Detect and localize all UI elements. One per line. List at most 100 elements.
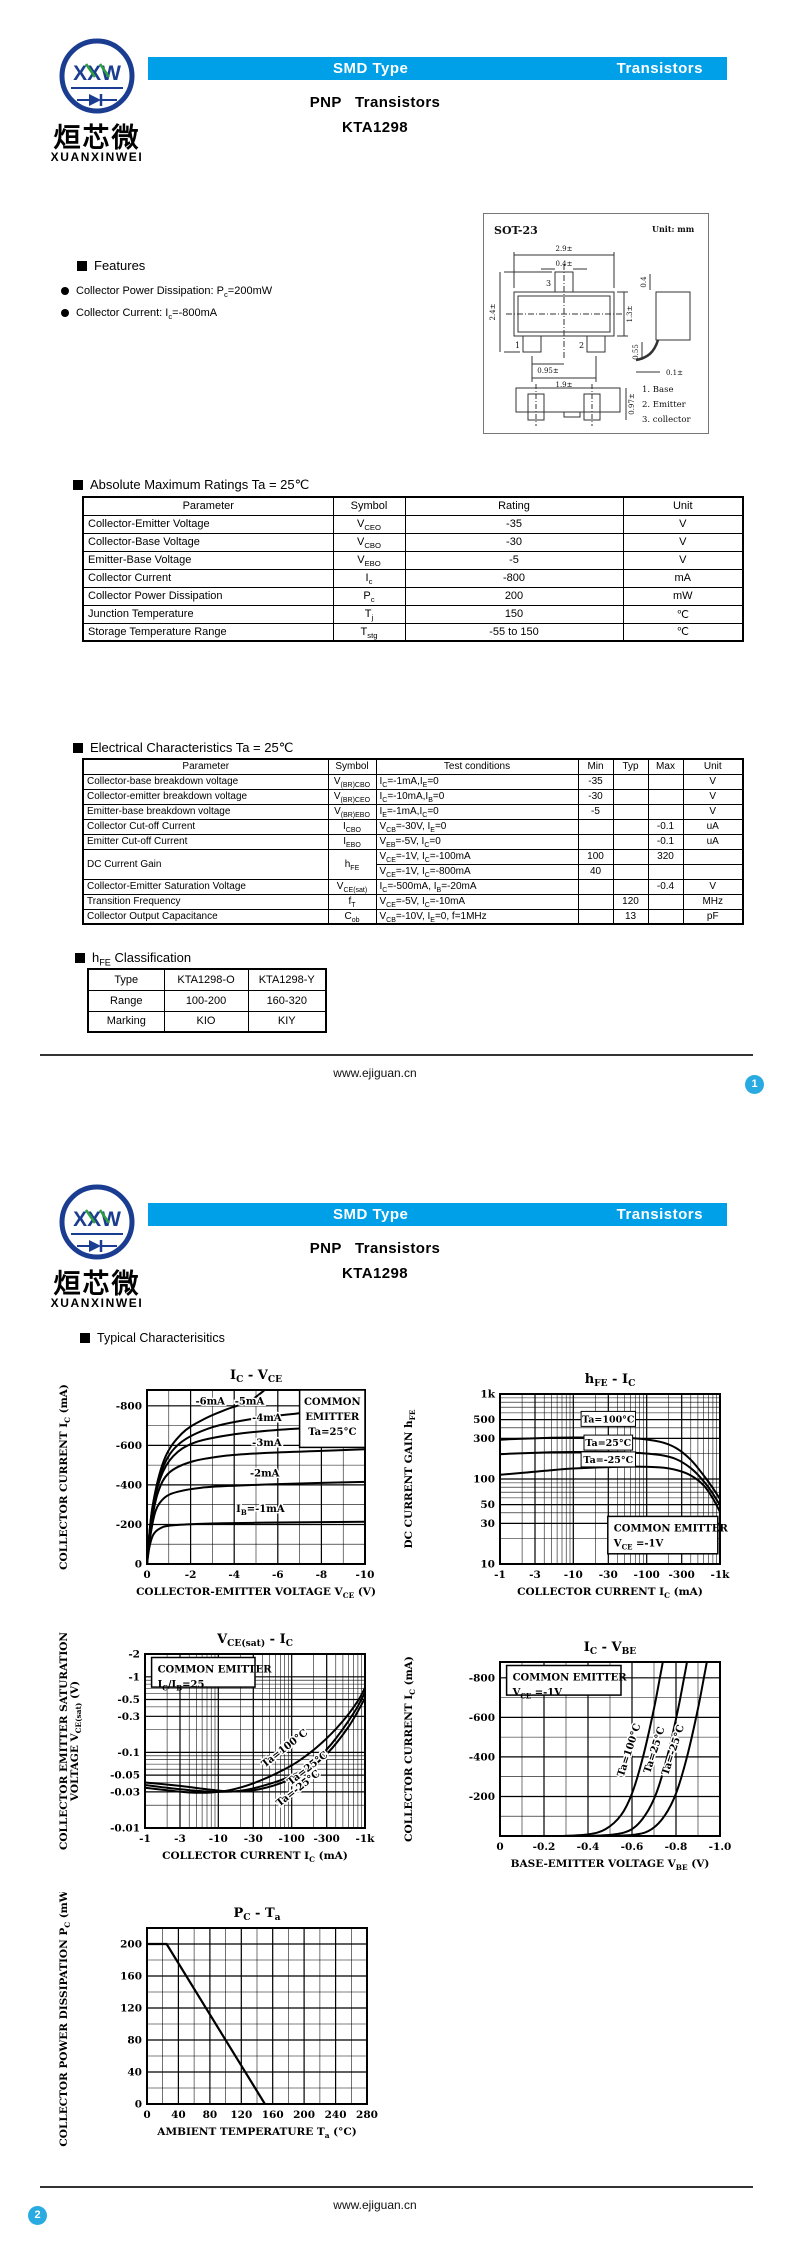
- table-cell: [612, 818, 649, 835]
- y-tick-label: -800: [469, 1672, 495, 1684]
- table-cell: -0.1: [647, 818, 684, 835]
- x-tick-label: 40: [171, 2109, 186, 2121]
- doc-part-number: KTA1298: [342, 1265, 408, 1282]
- footer-rule: [40, 1054, 753, 1056]
- section-marker-icon: [80, 1333, 90, 1343]
- table-cell: VEBO: [332, 550, 406, 570]
- column-header: Max: [647, 758, 684, 775]
- pin-legend: 3. collector: [642, 415, 691, 425]
- table-cell: V(BR)CEO: [327, 788, 377, 805]
- brand-logo-text: XXW: [73, 62, 121, 85]
- pin-legend: 1. Base: [642, 385, 674, 395]
- table-cell: V(BR)CBO: [327, 773, 377, 790]
- dim-label: 2.9±: [556, 245, 573, 253]
- series-label: Ta=-25°C: [583, 1455, 633, 1466]
- table-row: Range 100-200 160-320: [87, 989, 327, 1012]
- table-cell: Collector-Emitter Voltage: [82, 514, 334, 534]
- x-tick-label: -30: [244, 1833, 263, 1845]
- footer-rule: [40, 2186, 753, 2188]
- x-tick-label: -3: [529, 1569, 541, 1581]
- table-cell: Emitter Cut-off Current: [82, 833, 329, 850]
- table-cell: -55 to 150: [404, 622, 624, 642]
- table-cell: V: [682, 788, 744, 805]
- chart-note-text: COMMON: [304, 1397, 361, 1408]
- series-label: -4mA: [252, 1413, 282, 1424]
- table-cell: [612, 878, 649, 895]
- series-curve: [147, 1480, 365, 1564]
- package-diagram: SOT-23 Unit: mm 2.9± 0.4± 2.4± 1.3± 0.95…: [483, 213, 709, 434]
- table-cell: VCE=-1V, IC=-800mA: [375, 863, 579, 880]
- plot-border: [146, 1927, 368, 2105]
- table-cell: Collector Output Capacitance: [82, 908, 329, 925]
- table-cell: Ic: [332, 568, 406, 588]
- y-tick-label: 10: [480, 1559, 495, 1571]
- x-tick-label: 80: [203, 2109, 218, 2121]
- table-cell: Tstg: [332, 622, 406, 642]
- chart-note-text: COMMON EMITTER: [158, 1665, 273, 1676]
- package-name: SOT-23: [494, 224, 538, 237]
- table-cell: Collector Cut-off Current: [82, 818, 329, 835]
- table-cell: 100-200: [163, 989, 249, 1012]
- table-row: Collector-Emitter Saturation Voltage VCE(…: [82, 878, 744, 895]
- x-tick-label: -0.6: [621, 1841, 644, 1853]
- y-tick-label: 0: [135, 1559, 142, 1571]
- y-axis-label: VOLTAGE VCE(sat) (V): [69, 1681, 83, 1802]
- y-axis-label: COLLECTOR EMITTER SATURATION: [58, 1632, 70, 1850]
- x-tick-label: -2: [185, 1569, 197, 1581]
- series-curve: [561, 1662, 664, 1836]
- table-cell: DC Current Gain: [82, 848, 329, 880]
- y-tick-label: 160: [120, 1971, 142, 1983]
- chart-note-text: IC/IB=25: [158, 1680, 205, 1693]
- table-row: Collector-emitter breakdown voltage V(BR)…: [82, 788, 744, 805]
- series-label-box: [580, 1410, 637, 1427]
- table-row: DC Current Gain hFE VCE=-1V, IC=-100mA 100 3…: [82, 848, 744, 880]
- table-cell: VCBO: [332, 532, 406, 552]
- hfe-heading: hFE Classification: [75, 950, 191, 967]
- table-cell: Junction Temperature: [82, 604, 334, 624]
- ec-heading: Electrical Characteristics Ta = 25℃: [73, 740, 293, 756]
- dim-label: 0.1±: [666, 369, 683, 377]
- table-cell: Storage Temperature Range: [82, 622, 334, 642]
- column-header: Parameter: [82, 496, 334, 516]
- table-row: Transition Frequency fT VCE=-5V, IC=-10mA 1…: [82, 893, 744, 910]
- table-cell: -35: [404, 514, 624, 534]
- table-cell: KTA1298-O: [163, 968, 249, 991]
- footer-url: www.ejiguan.cn: [333, 1066, 417, 1080]
- x-tick-label: 240: [325, 2109, 347, 2121]
- x-tick-label: 0: [143, 2109, 150, 2121]
- doc-part-number: KTA1298: [342, 119, 408, 136]
- series-group: [147, 1942, 266, 2104]
- features-heading-text: Features: [94, 258, 146, 273]
- series-curve: [147, 1448, 365, 1564]
- y-tick-label: 40: [127, 2067, 142, 2079]
- series-group: [561, 1662, 708, 1836]
- table-cell: V: [682, 878, 744, 895]
- y-tick-label: -1: [128, 1671, 140, 1683]
- table-cell: -35: [577, 773, 614, 790]
- table-cell: 13: [612, 908, 649, 925]
- series-label: -2mA: [250, 1469, 280, 1480]
- series-group: [500, 1436, 720, 1513]
- series-label: -5mA: [235, 1397, 265, 1408]
- chart-note-text: VCE =-1V: [512, 1688, 563, 1701]
- y-tick-label: 1k: [480, 1389, 495, 1401]
- x-axis-label: COLLECTOR-EMITTER VOLTAGE VCE (V): [136, 1586, 376, 1600]
- table-row: Type KTA1298-O KTA1298-Y: [87, 968, 327, 991]
- section-marker-icon: [73, 743, 83, 753]
- ec-heading-text: Electrical Characteristics Ta = 25℃: [90, 740, 294, 755]
- y-tick-label: -0.01: [110, 1823, 140, 1835]
- dim-label: 2.4±: [489, 303, 497, 320]
- table-cell: Tj: [332, 604, 406, 624]
- x-tick-label: -30: [599, 1569, 618, 1581]
- y-tick-label: -0.03: [110, 1786, 140, 1798]
- footer-url: www.ejiguan.cn: [333, 2198, 417, 2212]
- brand-cn-name: 烜芯微: [53, 1269, 141, 1300]
- x-tick-label: -1k: [711, 1569, 731, 1581]
- table-cell: Collector-Emitter Saturation Voltage: [82, 878, 329, 895]
- table-cell: 100: [577, 848, 614, 865]
- series-group: [145, 1687, 365, 1794]
- doc-type-title: PNP Transistors: [309, 94, 441, 111]
- table-cell: KTA1298-Y: [247, 968, 327, 991]
- package-unit-label: Unit: mm: [652, 224, 695, 234]
- dim-label: 0.55: [632, 344, 640, 360]
